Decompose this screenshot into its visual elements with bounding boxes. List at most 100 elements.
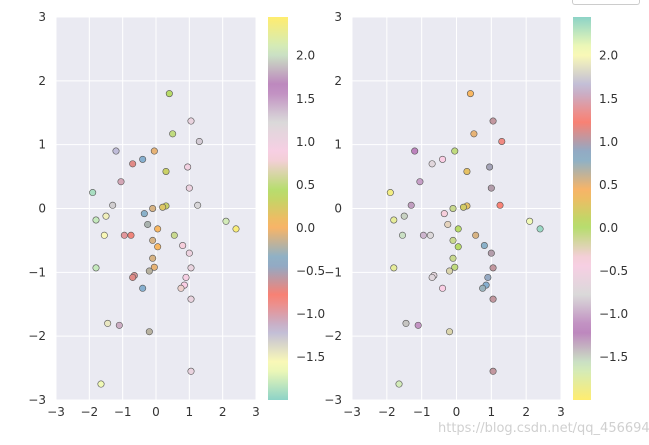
- x-tick-label: −3: [343, 405, 361, 419]
- colorbar-tick-label: −0.5: [296, 264, 325, 278]
- x-tick-label: −1: [413, 405, 431, 419]
- colorbar-tick-label: 0.0: [599, 221, 618, 235]
- y-tick-label: 2: [334, 74, 342, 88]
- scatter-point: [390, 216, 398, 224]
- scatter-point: [232, 225, 240, 233]
- scatter-point: [479, 284, 487, 292]
- scatter-point: [185, 184, 193, 192]
- scatter-point: [487, 249, 495, 257]
- colorbar-tick-label: 1.5: [296, 92, 315, 106]
- y-tick-label: −2: [28, 329, 46, 343]
- scatter-point: [449, 236, 457, 244]
- scatter-point: [451, 263, 459, 271]
- scatter-point: [139, 284, 147, 292]
- scatter-point: [444, 220, 452, 228]
- scatter-point: [177, 284, 185, 292]
- scatter-point: [89, 189, 97, 197]
- scatter-point: [194, 201, 202, 209]
- scatter-point: [439, 284, 447, 292]
- watermark-text: https://blog.csdn.net/qq_45669448: [438, 421, 649, 436]
- scatter-point: [139, 155, 147, 163]
- scatter-point: [169, 130, 177, 138]
- scatter-point: [109, 201, 117, 209]
- scatter-point: [165, 90, 173, 98]
- x-tick-label: 1: [488, 405, 496, 419]
- y-tick-label: −2: [324, 329, 342, 343]
- scatter-point: [419, 231, 427, 239]
- scatter-point: [117, 178, 125, 186]
- scatter-point: [140, 210, 148, 218]
- x-tick-label: −3: [47, 405, 65, 419]
- scatter-point: [446, 267, 454, 275]
- x-tick-label: −1: [114, 405, 132, 419]
- scatter-point: [195, 137, 203, 145]
- scatter-point: [402, 319, 410, 327]
- scatter-point: [154, 225, 162, 233]
- scatter-point: [466, 90, 474, 98]
- scatter-point: [145, 267, 153, 275]
- scatter-point: [92, 264, 100, 272]
- scatter-point: [187, 295, 195, 303]
- y-tick-label: 2: [38, 74, 46, 88]
- scatter-point: [486, 163, 494, 171]
- scatter-point: [184, 163, 192, 171]
- x-tick-label: −2: [378, 405, 396, 419]
- scatter-point: [120, 231, 128, 239]
- scatter-point: [127, 231, 135, 239]
- scatter-point: [454, 243, 462, 251]
- scatter-point: [459, 203, 467, 211]
- scatter-point: [472, 231, 480, 239]
- scatter-point: [411, 147, 419, 155]
- scatter-point: [526, 217, 534, 225]
- colorbar-tick-label: −1.0: [296, 307, 325, 321]
- scatter-point: [489, 367, 497, 375]
- scatter-point: [162, 167, 170, 175]
- scatter-point: [536, 225, 544, 233]
- colorbar-tick-label: 1.0: [599, 135, 618, 149]
- scatter-point: [454, 225, 462, 233]
- x-tick-label: 3: [252, 405, 260, 419]
- y-tick-label: −1: [324, 265, 342, 279]
- scatter-point: [449, 205, 457, 213]
- y-tick-label: −1: [28, 265, 46, 279]
- scatter-point: [489, 264, 497, 272]
- colorbar-tick-label: −1.5: [296, 350, 325, 364]
- scatter-point: [446, 328, 454, 336]
- y-tick-label: 0: [334, 202, 342, 216]
- scatter-point: [480, 242, 488, 250]
- y-tick-label: −3: [324, 393, 342, 407]
- top-right-box: [572, 0, 640, 5]
- scatter-point: [149, 236, 157, 244]
- colorbar-tick-label: 0.5: [599, 178, 618, 192]
- y-tick-label: 3: [38, 10, 46, 24]
- scatter-point: [463, 167, 471, 175]
- scatter-point: [498, 137, 506, 145]
- scatter-point: [449, 254, 457, 262]
- scatter-point: [170, 231, 178, 239]
- colorbar-tick-label: 0.5: [296, 178, 315, 192]
- scatter-point: [159, 203, 167, 211]
- colorbar-tick-label: −0.5: [599, 264, 628, 278]
- left-scatter-panel: −3 −2 −1 0 1 2 3 −3 −2 −1 0 1 2 3 −1.5 −1.0 −0.5 0.0 0.5 1.…: [28, 10, 325, 419]
- scatter-point: [407, 201, 415, 209]
- scatter-point: [92, 216, 100, 224]
- scatter-point: [416, 178, 424, 186]
- scatter-point: [182, 273, 190, 281]
- scatter-point: [112, 147, 120, 155]
- colorbar-tick-label: 2.0: [599, 49, 618, 63]
- y-tick-label: 1: [334, 138, 342, 152]
- colorbar-tick-label: 0.0: [296, 221, 315, 235]
- y-tick-label: −3: [28, 393, 46, 407]
- scatter-point: [390, 264, 398, 272]
- colorbar-tick-label: 1.0: [296, 135, 315, 149]
- scatter-point: [222, 217, 230, 225]
- colorbar-tick-label: −1.0: [599, 307, 628, 321]
- scatter-point: [149, 254, 157, 262]
- scatter-point: [487, 184, 495, 192]
- x-tick-label: 2: [219, 405, 227, 419]
- x-tick-label: 1: [186, 405, 194, 419]
- scatter-point: [187, 367, 195, 375]
- scatter-point: [489, 117, 497, 125]
- scatter-point: [395, 380, 403, 388]
